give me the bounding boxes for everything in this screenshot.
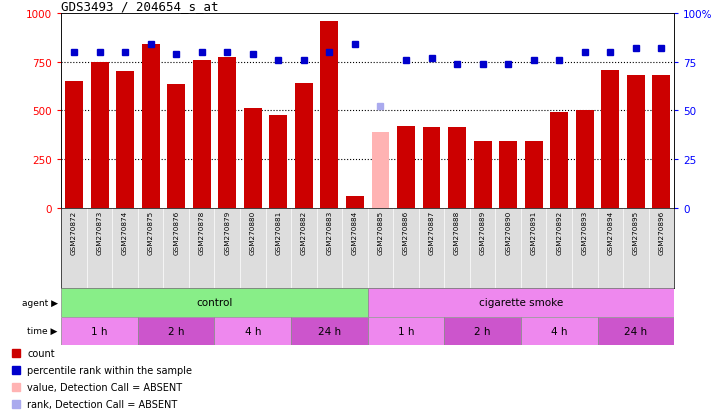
Text: GSM270874: GSM270874 — [122, 211, 128, 255]
Text: rank, Detection Call = ABSENT: rank, Detection Call = ABSENT — [27, 399, 177, 409]
Text: count: count — [27, 349, 55, 358]
Bar — [448, 128, 466, 208]
Text: GSM270884: GSM270884 — [352, 211, 358, 255]
Bar — [65, 82, 83, 208]
Bar — [320, 22, 338, 208]
Bar — [244, 109, 262, 208]
Text: time ▶: time ▶ — [27, 326, 58, 335]
Text: agent ▶: agent ▶ — [22, 298, 58, 307]
Bar — [218, 58, 236, 208]
Text: GSM270891: GSM270891 — [531, 211, 536, 255]
Text: GSM270876: GSM270876 — [173, 211, 180, 255]
Text: GSM270873: GSM270873 — [97, 211, 102, 255]
Bar — [61, 289, 368, 317]
Text: GSM270872: GSM270872 — [71, 211, 77, 255]
Bar — [627, 76, 645, 208]
Bar — [521, 317, 598, 345]
Text: GSM270892: GSM270892 — [556, 211, 562, 255]
Bar — [116, 72, 134, 208]
Text: GDS3493 / 204654_s_at: GDS3493 / 204654_s_at — [61, 0, 218, 13]
Text: 4 h: 4 h — [551, 326, 567, 336]
Bar — [142, 45, 159, 208]
Text: GSM270890: GSM270890 — [505, 211, 511, 255]
Bar — [444, 317, 521, 345]
Text: 2 h: 2 h — [168, 326, 185, 336]
Text: GSM270894: GSM270894 — [607, 211, 614, 255]
Text: value, Detection Call = ABSENT: value, Detection Call = ABSENT — [27, 382, 182, 392]
Bar — [576, 111, 593, 208]
Bar — [371, 133, 389, 208]
Text: GSM270896: GSM270896 — [658, 211, 664, 255]
Bar — [598, 317, 674, 345]
Text: cigarette smoke: cigarette smoke — [479, 298, 563, 308]
Text: GSM270879: GSM270879 — [224, 211, 230, 255]
Bar — [295, 84, 313, 208]
Bar — [653, 76, 671, 208]
Bar — [193, 61, 211, 208]
Bar — [91, 63, 109, 208]
Bar — [346, 197, 364, 208]
Text: 24 h: 24 h — [318, 326, 341, 336]
Text: GSM270883: GSM270883 — [327, 211, 332, 255]
Text: percentile rank within the sample: percentile rank within the sample — [27, 366, 193, 375]
Bar — [291, 317, 368, 345]
Bar — [525, 142, 543, 208]
Text: GSM270893: GSM270893 — [582, 211, 588, 255]
Bar — [368, 289, 674, 317]
Bar — [499, 141, 517, 208]
Bar — [270, 116, 287, 208]
Bar — [601, 70, 619, 208]
Text: GSM270875: GSM270875 — [148, 211, 154, 255]
Text: GSM270882: GSM270882 — [301, 211, 307, 255]
Text: 1 h: 1 h — [398, 326, 415, 336]
Bar — [397, 127, 415, 208]
Bar — [215, 317, 291, 345]
Bar — [423, 128, 441, 208]
Text: GSM270880: GSM270880 — [249, 211, 256, 255]
Text: GSM270889: GSM270889 — [479, 211, 486, 255]
Text: GSM270887: GSM270887 — [428, 211, 435, 255]
Text: GSM270881: GSM270881 — [275, 211, 281, 255]
Bar — [550, 113, 568, 208]
Bar — [474, 142, 492, 208]
Text: GSM270895: GSM270895 — [633, 211, 639, 255]
Text: control: control — [196, 298, 233, 308]
Text: GSM270885: GSM270885 — [378, 211, 384, 255]
Bar — [138, 317, 215, 345]
Text: GSM270886: GSM270886 — [403, 211, 409, 255]
Text: GSM270888: GSM270888 — [454, 211, 460, 255]
Bar — [61, 317, 138, 345]
Bar — [368, 317, 444, 345]
Text: 1 h: 1 h — [92, 326, 108, 336]
Bar — [167, 85, 185, 208]
Text: 4 h: 4 h — [244, 326, 261, 336]
Text: 2 h: 2 h — [474, 326, 491, 336]
Text: GSM270878: GSM270878 — [199, 211, 205, 255]
Text: 24 h: 24 h — [624, 326, 647, 336]
